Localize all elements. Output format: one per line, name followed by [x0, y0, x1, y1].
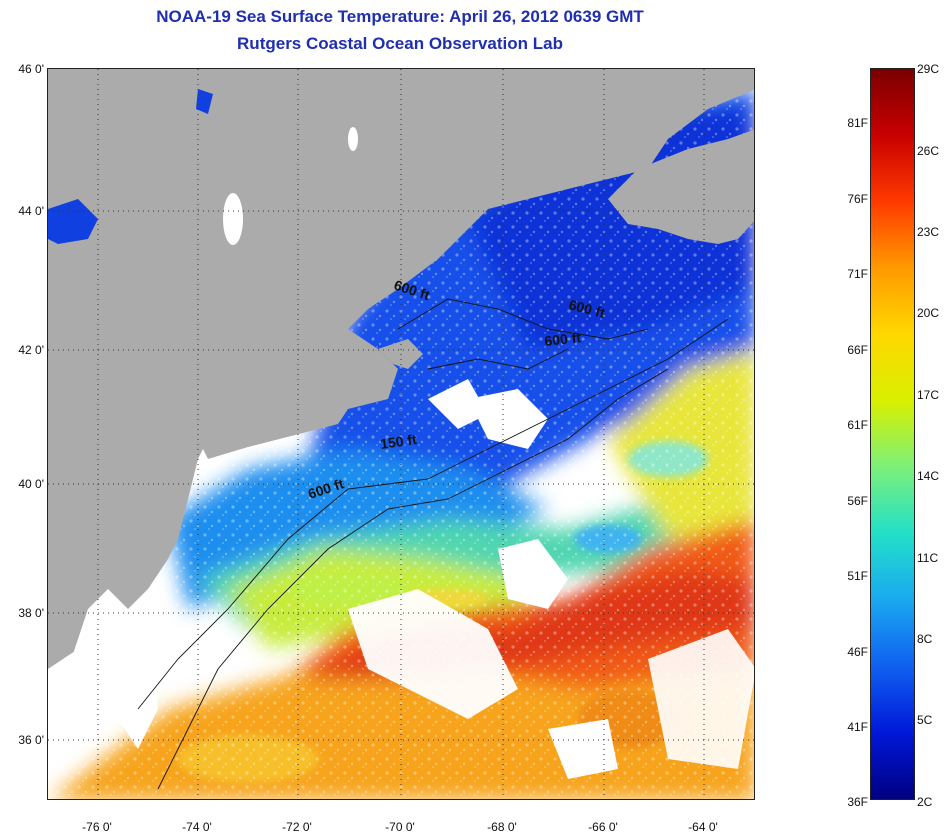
lon-label: -74 0' [182, 820, 212, 834]
colorbar-fahrenheit-label: 51F [847, 569, 868, 583]
lat-label: 44 0' [18, 204, 44, 218]
sst-map-image: 600 ft 600 ft 600 ft 150 ft 600 ft [48, 69, 754, 799]
contour-label: 600 ft [544, 329, 582, 349]
temperature-colorbar [870, 68, 915, 800]
colorbar-fahrenheit-label: 81F [847, 116, 868, 130]
lat-label: 42 0' [18, 343, 44, 357]
map-title: NOAA-19 Sea Surface Temperature: April 2… [156, 7, 644, 26]
lon-label: -70 0' [385, 820, 415, 834]
graticule [48, 69, 754, 799]
colorbar-fahrenheit-label: 66F [847, 343, 868, 357]
colorbar-fahrenheit-label: 56F [847, 494, 868, 508]
colorbar-fahrenheit-label: 61F [847, 418, 868, 432]
colorbar-fahrenheit-label: 36F [847, 795, 868, 809]
colorbar-fahrenheit-label: 41F [847, 720, 868, 734]
inland-water [68, 127, 358, 749]
lon-label: -66 0' [588, 820, 618, 834]
lon-label: -72 0' [282, 820, 312, 834]
colorbar-fahrenheit-label: 76F [847, 192, 868, 206]
colorbar-celsius-label: 5C [917, 713, 933, 727]
colorbar-celsius-label: 11C [917, 551, 939, 565]
lon-label: -76 0' [82, 820, 112, 834]
bathymetry-contours [137, 298, 729, 790]
contour-label: 150 ft [379, 431, 418, 452]
lon-label: -68 0' [487, 820, 517, 834]
colorbar-celsius-label: 26C [917, 144, 940, 158]
colorbar-celsius-label: 17C [917, 388, 940, 402]
colorbar-celsius-label: 2C [917, 795, 933, 809]
lat-label: 46 0' [18, 62, 44, 76]
colorbar-celsius-label: 8C [917, 632, 933, 646]
map-subtitle: Rutgers Coastal Ocean Observation Lab [237, 34, 563, 53]
sst-map[interactable]: 600 ft 600 ft 600 ft 150 ft 600 ft [47, 68, 755, 800]
colorbar-celsius-label: 23C [917, 225, 940, 239]
colorbar-fahrenheit-label: 46F [847, 645, 868, 659]
lake [48, 89, 213, 244]
colorbar-celsius-label: 29C [917, 62, 940, 76]
lat-label: 36 0' [18, 733, 44, 747]
lat-label: 40 0' [18, 477, 44, 491]
lon-label: -64 0' [688, 820, 718, 834]
colorbar-celsius-label: 14C [917, 469, 940, 483]
colorbar-celsius-label: 20C [917, 306, 940, 320]
colorbar-fahrenheit-label: 71F [847, 267, 868, 281]
lat-label: 38 0' [18, 606, 44, 620]
